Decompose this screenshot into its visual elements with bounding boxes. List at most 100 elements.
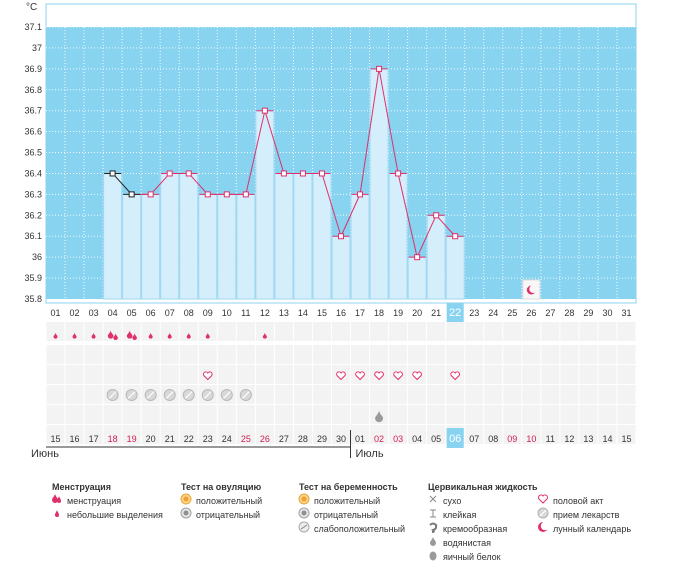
y-tick-label: 36.3 — [24, 189, 42, 199]
circle-orange-icon — [298, 493, 310, 509]
cycle-day-label: 09 — [203, 308, 213, 318]
symbol-cell — [46, 425, 65, 444]
calendar-date-label: 23 — [203, 434, 213, 444]
temperature-bar — [407, 256, 427, 300]
month-label: Июнь — [31, 448, 59, 460]
symbol-cell — [484, 365, 503, 384]
legend-item: положительный — [180, 493, 262, 507]
cycle-day-label: 04 — [108, 308, 118, 318]
symbol-cell — [598, 425, 617, 444]
cycle-day-label: 20 — [412, 308, 422, 318]
symbol-cell — [331, 322, 351, 341]
symbol-cell — [617, 405, 636, 424]
symbol-cell — [446, 405, 465, 424]
temperature-point — [414, 254, 421, 261]
symbol-cell — [312, 405, 331, 424]
symbol-cell — [617, 345, 636, 364]
temperature-line-segment — [112, 173, 133, 195]
month-label: Июль — [356, 448, 384, 460]
spotting-icon — [53, 332, 58, 339]
temperature-point — [452, 233, 459, 240]
symbol-cell — [370, 425, 389, 444]
legend-item-label: прием лекарств — [553, 510, 620, 520]
heart-icon — [537, 493, 549, 509]
temperature-line-segment — [150, 173, 171, 195]
cycle-day-label: 12 — [260, 308, 270, 318]
symbol-cell — [389, 322, 408, 341]
y-tick-label: 37.1 — [24, 22, 42, 32]
symbol-cell — [522, 322, 541, 341]
symbol-cell — [598, 365, 617, 384]
legend-item-label: сухо — [443, 496, 462, 506]
temperature-point — [185, 170, 192, 177]
cycle-day-label: 07 — [165, 308, 175, 318]
pill-icon-line — [222, 391, 231, 399]
symbol-cell — [103, 425, 122, 444]
symbol-cell — [598, 322, 617, 341]
y-tick-label: 36 — [32, 252, 42, 262]
symbol-cell — [560, 425, 579, 444]
spotting-icon — [167, 332, 172, 339]
symbol-cell — [579, 365, 598, 384]
calendar-date-label: 03 — [393, 434, 403, 444]
cycle-day-label: 17 — [355, 308, 365, 318]
symbol-cell — [484, 322, 503, 341]
symbol-cell — [541, 405, 560, 424]
symbol-cell — [503, 322, 522, 341]
legend-item-label: кремообразная — [443, 524, 508, 534]
calendar-date-label: 28 — [298, 434, 308, 444]
symbol-cell — [141, 345, 160, 364]
symbol-cell — [408, 322, 427, 341]
symbol-cell — [484, 405, 503, 424]
calendar-date-label: 15 — [51, 434, 61, 444]
symbol-cell — [255, 425, 274, 444]
symbol-cell — [179, 345, 198, 364]
heart-icon — [393, 371, 403, 381]
symbol-cell — [503, 345, 522, 364]
symbol-cell — [541, 385, 560, 404]
drop-small-icon — [51, 507, 63, 523]
calendar-date-label: 02 — [374, 434, 384, 444]
cycle-day-label: 26 — [526, 308, 536, 318]
temperature-point — [357, 191, 364, 198]
legend-item-label: положительный — [314, 496, 381, 506]
cycle-day-label: 15 — [317, 308, 327, 318]
symbol-cell — [236, 365, 255, 384]
legend-item-label: небольшие выделения — [67, 510, 163, 520]
pill-icon — [537, 507, 549, 523]
symbol-cell — [598, 385, 617, 404]
legend-item: яичный белок — [427, 549, 501, 563]
temperature-bar — [293, 172, 313, 300]
symbol-cell — [579, 322, 598, 341]
symbol-cell — [446, 322, 465, 341]
symbol-cell — [408, 405, 427, 424]
temperature-line-segment — [359, 68, 380, 195]
temperature-point — [204, 191, 211, 198]
pill-icon-line — [184, 391, 193, 399]
symbol-cell — [351, 322, 370, 341]
symbol-cell — [408, 425, 427, 444]
cycle-day-label: 03 — [89, 308, 99, 318]
symbol-cell — [484, 425, 503, 444]
symbol-cell — [255, 365, 274, 384]
symbol-cell — [236, 405, 255, 424]
legend-item: кремообразная — [427, 521, 507, 535]
symbol-cell — [503, 405, 522, 424]
cycle-day-label: 11 — [241, 308, 250, 318]
symbol-cell — [198, 322, 217, 341]
pill-icon-line — [146, 391, 155, 399]
symbol-cell — [541, 425, 560, 444]
temperature-bar — [103, 172, 123, 300]
symbol-cell — [179, 425, 198, 444]
legend-title-ovulation-test: Тест на овуляцию — [181, 482, 262, 492]
symbol-cell — [84, 385, 103, 404]
temperature-bar — [122, 193, 142, 300]
symbol-cell — [84, 405, 103, 424]
symbol-cell — [236, 345, 255, 364]
legend-item: лунный календарь — [537, 521, 631, 535]
temperature-bar — [217, 193, 237, 300]
legend-title-cervical-fluid: Цервикальная жидкость — [428, 482, 538, 492]
menstruation-icon — [132, 333, 137, 340]
symbol-cell — [160, 322, 179, 341]
